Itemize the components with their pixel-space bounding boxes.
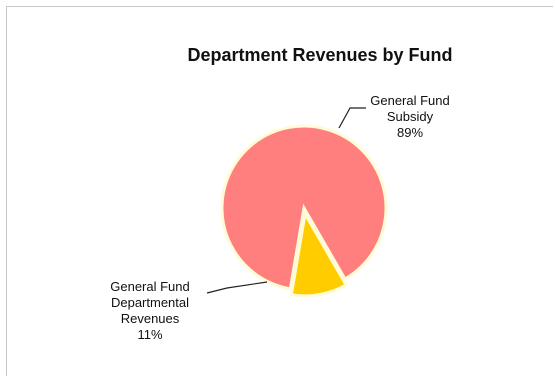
data-label-departmental: General Fund Departmental Revenues 11% <box>90 279 210 343</box>
chart-title: Department Revenues by Fund <box>187 45 453 65</box>
pie-slice-general-fund-subsidy <box>220 124 388 291</box>
leader-line-departmental <box>206 281 268 294</box>
label-line: Revenues <box>120 311 180 326</box>
label-line: Subsidy <box>386 109 434 124</box>
data-label-subsidy: General Fund Subsidy 89% <box>350 93 470 141</box>
label-line: General Fund <box>110 279 190 294</box>
label-percent: 89% <box>396 125 424 140</box>
label-line: Departmental <box>110 295 190 310</box>
label-line: General Fund <box>370 93 450 108</box>
label-percent: 11% <box>137 327 163 342</box>
pie-slice-departmental-revenues <box>289 209 349 298</box>
leader-line-subsidy <box>338 107 366 129</box>
